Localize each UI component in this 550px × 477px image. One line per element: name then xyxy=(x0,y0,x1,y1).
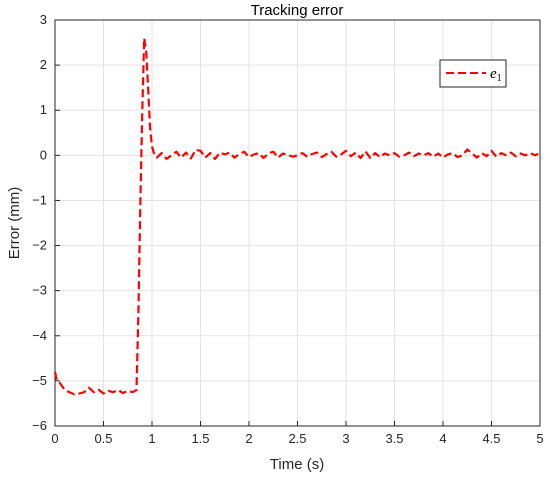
series-layer xyxy=(53,36,541,396)
y-axis-ticks: 3 2 1 0 −1 −2 −3 −4 −5 −6 xyxy=(32,12,60,433)
y-tick-label: 3 xyxy=(40,12,47,27)
y-tick-label: 0 xyxy=(40,147,47,162)
x-tick-label: 2.5 xyxy=(288,431,306,446)
x-tick-label: 3 xyxy=(342,431,349,446)
series-line-e1 xyxy=(53,36,541,396)
y-tick-label: −2 xyxy=(32,238,47,253)
y-tick-label: 1 xyxy=(40,102,47,117)
x-tick-label: 4 xyxy=(439,431,446,446)
chart-title: Tracking error xyxy=(251,2,344,19)
y-tick-label: −3 xyxy=(32,283,47,298)
legend-entry-e1: e1 xyxy=(490,66,502,84)
legend-series-subscript: 1 xyxy=(497,73,502,84)
x-tick-label: 4.5 xyxy=(482,431,500,446)
x-tick-label: 5 xyxy=(536,431,543,446)
legend: e1 xyxy=(439,59,507,88)
y-tick-label: 2 xyxy=(40,57,47,72)
x-tick-label: 1 xyxy=(148,431,155,446)
x-tick-label: 3.5 xyxy=(385,431,403,446)
x-tick-label: 2 xyxy=(245,431,252,446)
x-tick-label: 1.5 xyxy=(191,431,209,446)
x-tick-label: 0.5 xyxy=(94,431,112,446)
x-axis-ticks: 0 0.5 1 1.5 2 2.5 3 3.5 4 4.5 5 xyxy=(51,421,544,446)
y-tick-label: −6 xyxy=(32,418,47,433)
y-tick-label: −5 xyxy=(32,373,47,388)
legend-series-name: e xyxy=(490,66,497,82)
y-axis-label: Error (mm) xyxy=(6,187,23,259)
y-tick-label: −1 xyxy=(32,192,47,207)
y-tick-label: −4 xyxy=(32,328,47,343)
x-tick-label: 0 xyxy=(51,431,58,446)
x-axis-label: Time (s) xyxy=(270,456,324,473)
